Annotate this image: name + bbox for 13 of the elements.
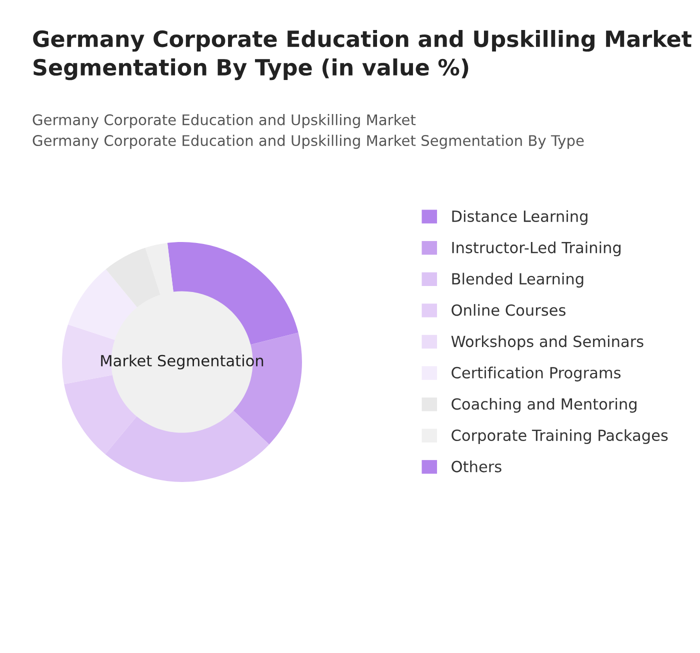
legend-label: Online Courses (452, 304, 566, 316)
legend-label: Corporate Training Packages (452, 429, 668, 444)
donut-slice (167, 242, 298, 345)
text: Market Segmentation (101, 354, 264, 370)
legend-label: Instructor-Led Training (452, 242, 621, 256)
legend-label: Workshops and Seminars (451, 335, 644, 350)
legend-label: Coaching and Mentoring (452, 398, 636, 413)
legend-label: Certification Programs (452, 366, 621, 382)
chart-title: Germany Corporate Education and Upskilling Market Segmentation By Type (in value %) (33, 30, 692, 80)
legend-label: Blended Learning (452, 272, 584, 288)
chart-subtitle: Germany Corporate Education and Upskilling Market Germany Corporate Education and Upskilling Market Segmentation By Type (32, 114, 584, 149)
legend-label: Distance Learning (452, 210, 588, 225)
legend-label: Others (452, 460, 502, 472)
